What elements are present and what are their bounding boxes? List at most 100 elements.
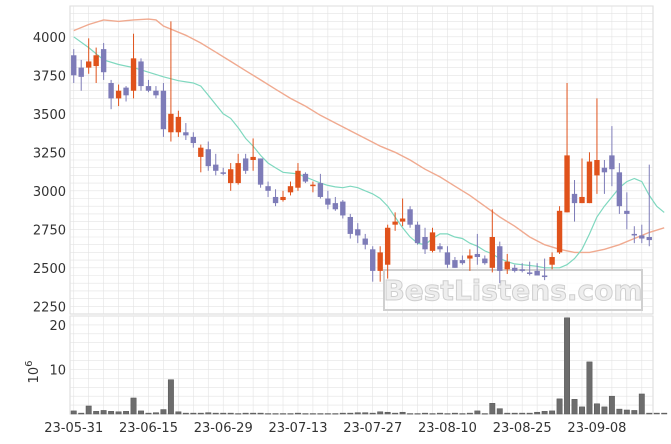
candle <box>280 190 286 202</box>
candle-body <box>482 258 488 264</box>
volume-bar <box>78 412 85 415</box>
volume-bar <box>93 411 100 415</box>
volume-bar <box>302 413 309 415</box>
candle-body <box>616 172 623 207</box>
candle-body <box>265 186 271 191</box>
volume-bar <box>616 408 623 415</box>
candle <box>549 252 555 270</box>
volume-bar <box>354 412 361 415</box>
x-axis-tick-label: 23-08-25 <box>493 421 552 436</box>
candle <box>160 83 167 137</box>
candle <box>474 233 481 265</box>
candle-body <box>474 253 481 258</box>
volume-bar <box>399 411 406 415</box>
volume-bar <box>265 413 272 415</box>
price-y-tick-label: 3750 <box>33 69 66 84</box>
candle <box>138 58 144 91</box>
volume-bar <box>459 413 466 415</box>
candle <box>332 196 339 211</box>
volume-bar <box>272 413 279 415</box>
candle-body <box>228 169 234 184</box>
volume-bar <box>317 413 324 415</box>
candle <box>302 172 309 184</box>
volume-bar <box>496 408 503 415</box>
candle-body <box>392 221 398 225</box>
volume-bar <box>384 411 391 415</box>
candle-body <box>497 246 503 271</box>
candle <box>467 249 473 271</box>
volume-bar <box>608 395 615 415</box>
volume-bar <box>235 413 242 415</box>
volume-bar <box>362 412 369 415</box>
volume-bar <box>526 412 533 415</box>
x-axis-tick-label: 23-06-15 <box>119 421 178 436</box>
volume-bar <box>511 412 518 415</box>
candle-body <box>355 229 361 236</box>
candle-body <box>115 90 122 99</box>
candle <box>384 224 391 279</box>
candle <box>639 224 645 244</box>
candle <box>340 200 346 219</box>
candle <box>519 263 525 273</box>
candle-body <box>295 170 301 188</box>
volume-y-tick-label: 20 <box>49 319 66 334</box>
x-axis-tick-label: 23-08-10 <box>418 421 477 436</box>
candle <box>594 98 600 194</box>
candle <box>272 189 279 207</box>
candle <box>115 84 122 107</box>
candle-body <box>556 210 563 253</box>
candle-body <box>399 218 406 222</box>
candle-body <box>601 167 608 173</box>
volume-bar <box>175 411 182 415</box>
candle-body <box>384 227 391 265</box>
candle-body <box>175 116 182 133</box>
candle-body <box>198 147 204 157</box>
x-axis-tick-label: 23-05-31 <box>44 421 103 436</box>
candle-body <box>213 164 219 171</box>
candle <box>489 209 495 273</box>
volume-bar <box>70 410 77 415</box>
candle-body <box>639 235 645 239</box>
volume-bar <box>138 410 144 415</box>
candle <box>145 79 152 93</box>
volume-bar <box>347 412 354 415</box>
candle <box>175 110 182 137</box>
candle-body <box>541 275 548 278</box>
candle-body <box>332 203 339 210</box>
candle <box>609 126 615 187</box>
candle-body <box>280 196 286 201</box>
candle <box>198 144 204 173</box>
x-axis-tick-label: 23-09-08 <box>567 421 626 436</box>
candle <box>257 158 264 188</box>
candle-body <box>235 163 241 184</box>
candle-body <box>534 270 540 276</box>
volume-bar <box>339 412 346 415</box>
candle <box>190 132 197 148</box>
candle <box>534 263 540 276</box>
candle <box>482 255 488 265</box>
volume-bar <box>123 411 129 415</box>
candle <box>452 257 458 268</box>
candle <box>295 163 301 191</box>
x-axis-tick-label: 23-06-29 <box>194 421 253 436</box>
candle <box>497 241 503 284</box>
volume-bar <box>295 412 301 415</box>
candle-body <box>145 86 152 91</box>
volume-bar <box>108 411 115 415</box>
candle-body <box>362 238 368 245</box>
watermark: BestListens.com <box>383 269 643 311</box>
candle <box>108 79 114 110</box>
volume-bar <box>369 412 376 415</box>
volume-bar <box>549 410 556 415</box>
candle <box>414 221 421 245</box>
volume-bar <box>377 411 384 415</box>
volume-bar <box>257 412 264 415</box>
volume-bar <box>661 412 668 415</box>
price-y-tick-label: 2500 <box>33 262 66 277</box>
volume-bar <box>85 405 92 415</box>
candle-body <box>250 156 256 160</box>
candle <box>220 167 226 176</box>
candle-body <box>594 160 600 176</box>
candle-body <box>138 61 144 87</box>
